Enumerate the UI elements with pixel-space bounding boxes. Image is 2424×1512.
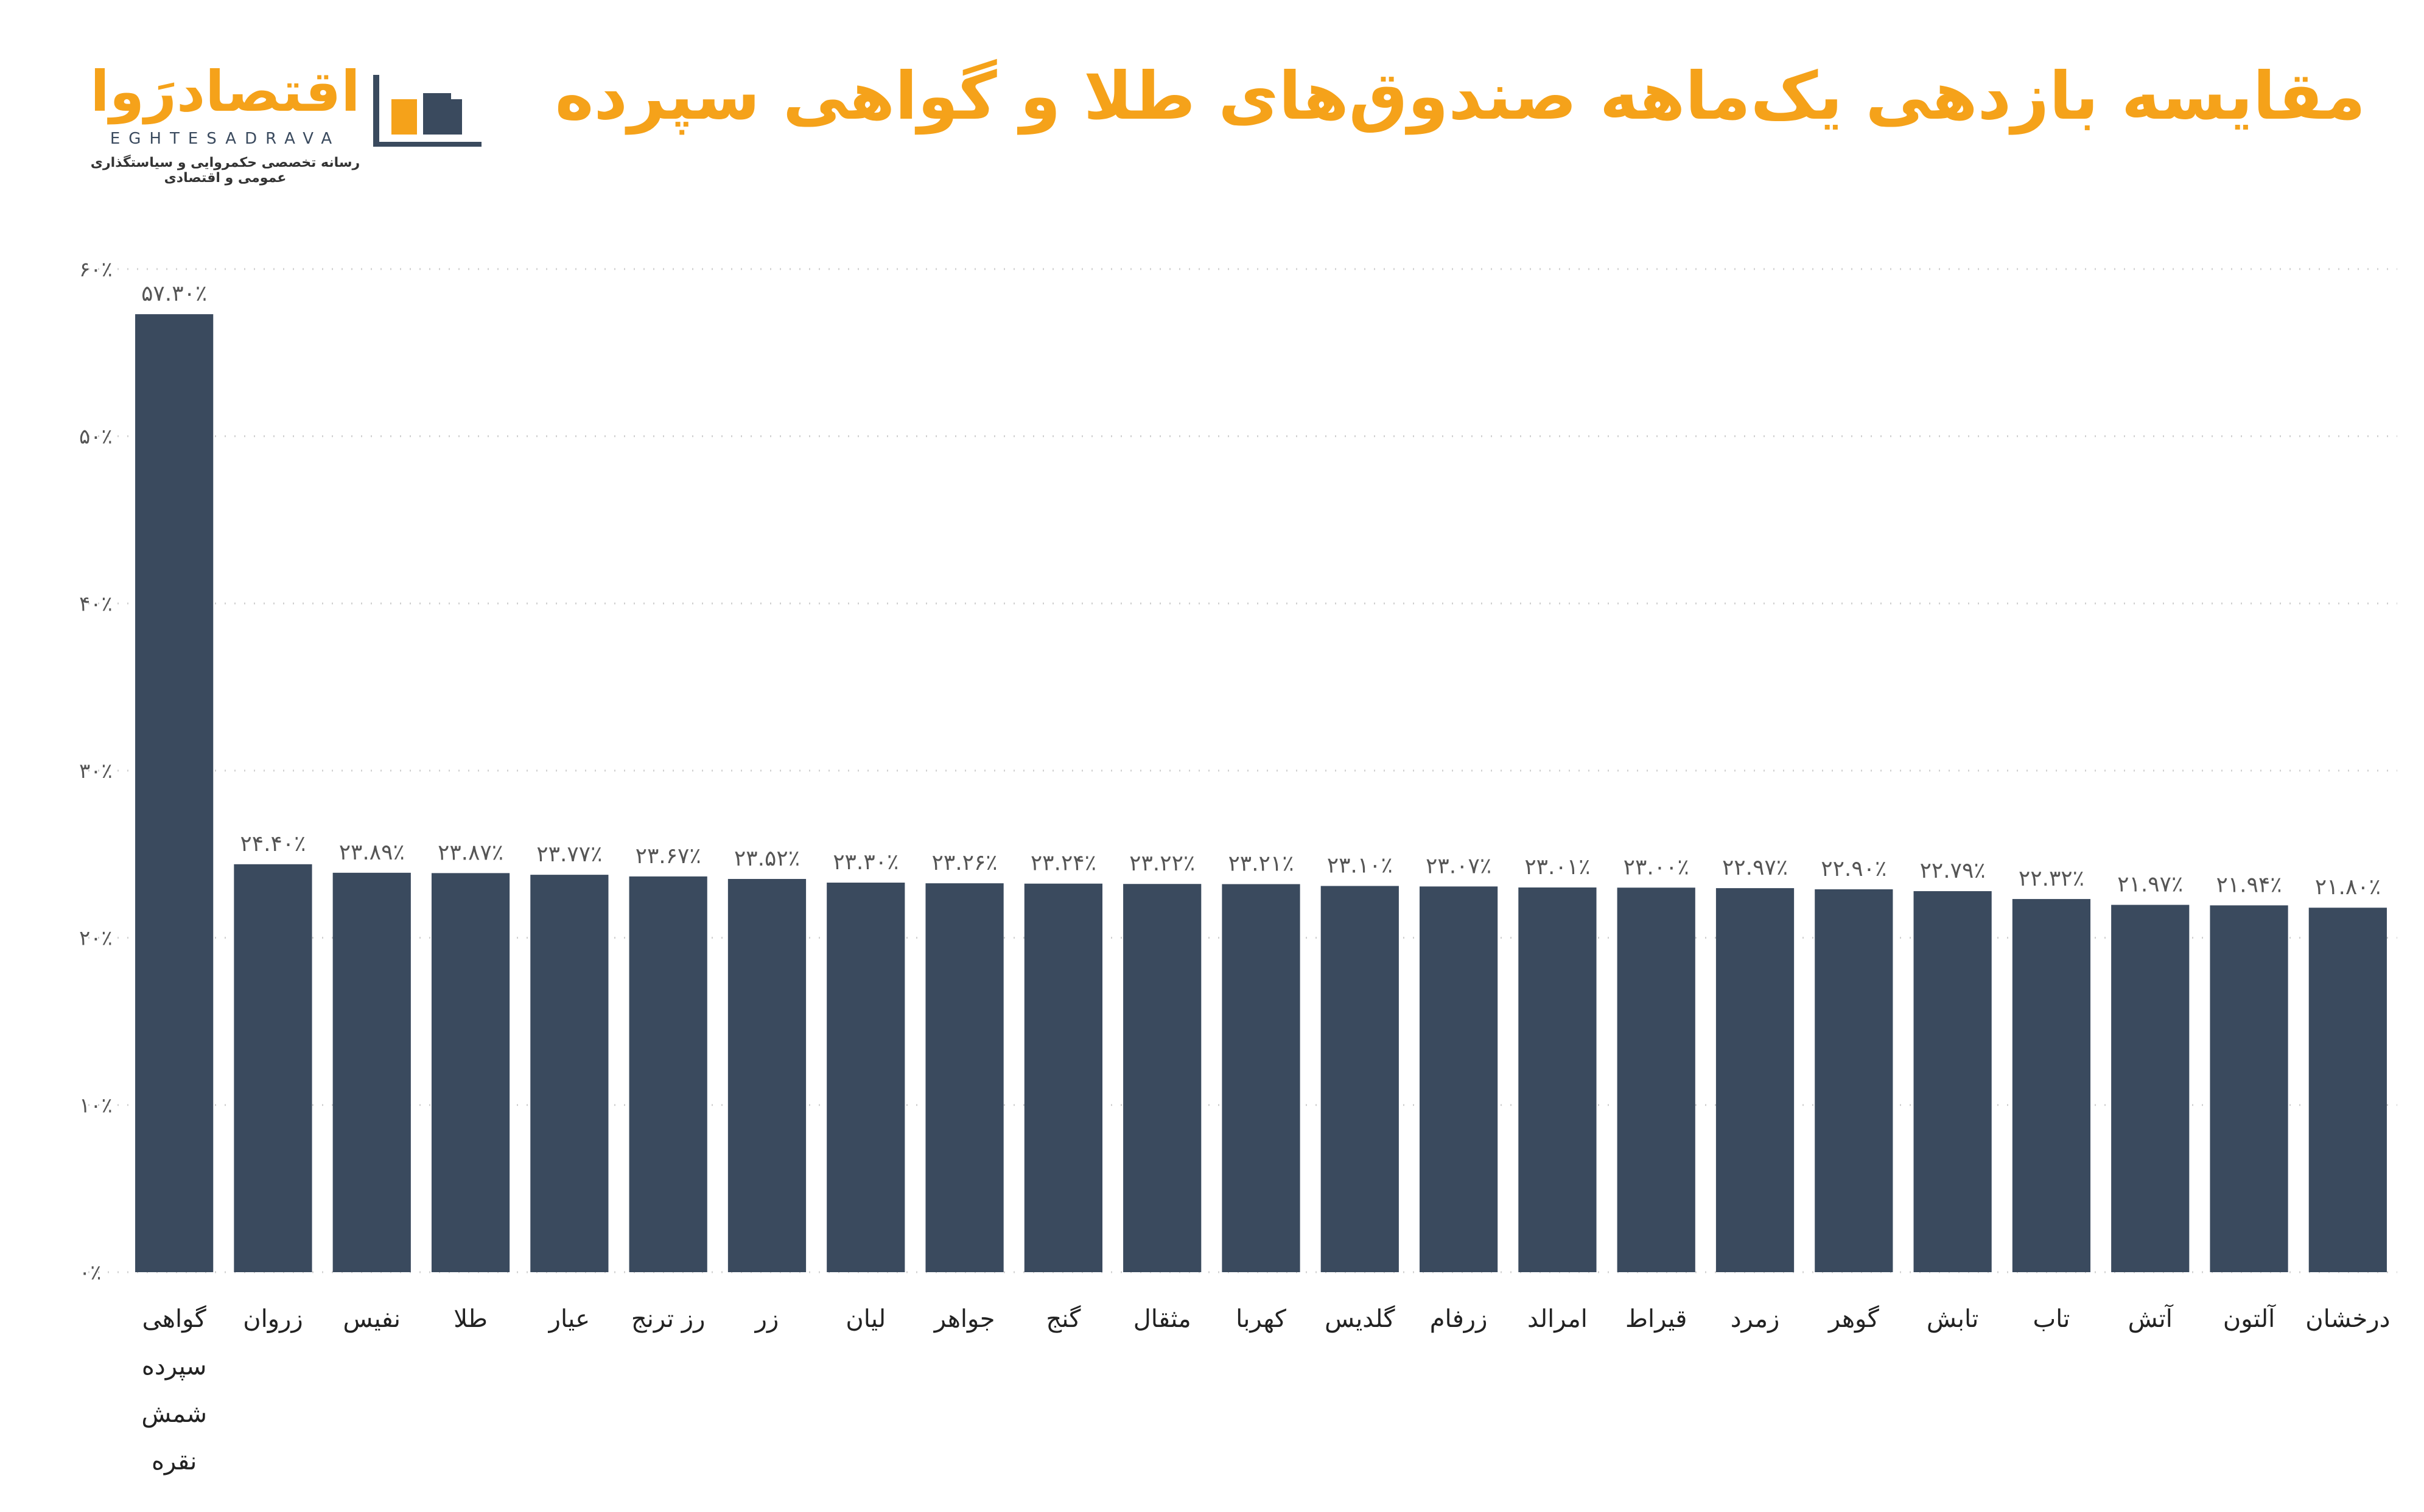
bar (1320, 886, 1399, 1272)
bar (2308, 908, 2387, 1272)
x-tick-label: رز ترنج (631, 1305, 706, 1333)
brand-logo: اقتصادرَوا EGHTESADRAVA رسانه تخصصی حکمر… (82, 59, 484, 186)
bar (1419, 886, 1498, 1272)
x-tick-label: زر (754, 1305, 779, 1333)
y-tick-label: ۰٪ (79, 1261, 102, 1285)
y-axis: ۰٪ ۱۰٪ ۲۰٪ ۳۰٪ ۴۰٪ ۵۰٪ ۶۰٪ (79, 257, 113, 1285)
x-tick-label: زرفام (1430, 1305, 1488, 1333)
x-tick-label: کهربا (1236, 1305, 1287, 1333)
x-tick-label: جواهر (933, 1305, 995, 1333)
bar (1024, 883, 1103, 1272)
data-label: ۲۲.۹۰٪ (1821, 856, 1886, 881)
x-tick-label: زمرد (1731, 1305, 1780, 1333)
x-tick-label: امرالد (1527, 1305, 1588, 1333)
x-tick-label: زروان (243, 1305, 303, 1333)
x-tick-label: قیراط (1625, 1305, 1687, 1333)
x-tick-label: گواهی (142, 1305, 207, 1333)
bar (727, 878, 807, 1272)
data-label: ۲۳.۰۱٪ (1524, 855, 1590, 880)
bars (135, 314, 2387, 1273)
y-tick-label: ۵۰٪ (79, 425, 113, 449)
bar (234, 864, 312, 1272)
y-tick-label: ۶۰٪ (79, 257, 113, 282)
x-tick-label: نفیس (343, 1305, 401, 1333)
x-tick-label: درخشان (2305, 1305, 2390, 1333)
x-tick-label: تابش (1927, 1305, 1978, 1333)
x-tick-label: طلا (454, 1305, 488, 1333)
x-tick-label: آلتون (2223, 1304, 2276, 1333)
bar (1518, 887, 1597, 1272)
data-label: ۲۳.۱۰٪ (1327, 853, 1393, 878)
x-tick-label: گلدیس (1325, 1305, 1395, 1333)
x-axis: گواهی سپرده شمش نقره زروان نفیس طلا عیار رز ترنج… (141, 1304, 2390, 1475)
data-label: ۲۴.۴۰٪ (240, 831, 306, 856)
x-tick-label: شمش (141, 1400, 207, 1428)
chart-title: مقایسه بازدهی یک‌ماهه صندوق‌های طلا و گو… (555, 58, 2366, 135)
data-label: ۵۷.۳۰٪ (141, 281, 207, 306)
bar (1617, 887, 1695, 1272)
data-label: ۲۲.۳۲٪ (2019, 866, 2084, 891)
bar (1222, 884, 1300, 1272)
data-label: ۲۱.۸۰٪ (2315, 875, 2381, 900)
bar (925, 883, 1004, 1272)
data-label: ۲۳.۳۰٪ (833, 850, 898, 875)
data-label: ۲۳.۲۱٪ (1228, 851, 1294, 876)
bar (629, 876, 707, 1272)
logo-name: اقتصادرَوا (90, 59, 360, 124)
x-tick-label: مثقال (1133, 1305, 1191, 1333)
bar (827, 883, 905, 1272)
data-label: ۲۳.۰۰٪ (1624, 855, 1689, 880)
data-label: ۲۳.۲۴٪ (1031, 851, 1096, 876)
value-labels: ۵۷.۳۰٪ ۲۴.۴۰٪ ۲۳.۸۹٪ ۲۳.۸۷٪ ۲۳.۷۷٪ ۲۳.۶۷٪ ۲۳.۵… (141, 281, 2381, 900)
x-tick-label: سپرده (142, 1353, 206, 1381)
x-tick-label: عیار (548, 1305, 590, 1333)
data-label: ۲۱.۹۴٪ (2216, 872, 2282, 897)
y-tick-label: ۳۰٪ (79, 759, 113, 783)
x-tick-label: تاب (2033, 1305, 2070, 1333)
bar (135, 314, 214, 1273)
data-label: ۲۱.۹۷٪ (2117, 872, 2183, 897)
data-label: ۲۳.۸۹٪ (339, 840, 405, 865)
data-label: ۲۲.۹۷٪ (1722, 855, 1788, 880)
bar (2210, 905, 2288, 1272)
x-tick-label: آتش (2128, 1304, 2174, 1333)
data-label: ۲۳.۲۶٪ (932, 850, 998, 875)
data-label: ۲۳.۷۷٪ (536, 842, 602, 867)
bar (431, 873, 510, 1272)
data-label: ۲۳.۲۲٪ (1129, 851, 1195, 876)
x-tick-label: نقره (152, 1447, 197, 1475)
data-label: ۲۳.۸۷٪ (438, 840, 503, 865)
y-tick-label: ۱۰٪ (79, 1093, 113, 1118)
y-tick-label: ۲۰٪ (79, 926, 113, 951)
data-label: ۲۳.۰۷٪ (1426, 853, 1491, 878)
logo-tagline: رسانه تخصصی حکمروایی و سیاستگذاری عمومی … (90, 155, 360, 186)
x-tick-label: گنج (1046, 1305, 1081, 1333)
bar (2111, 905, 2190, 1272)
data-label: ۲۳.۵۲٪ (734, 846, 800, 871)
bar (530, 875, 609, 1272)
data-label: ۲۳.۶۷٪ (636, 844, 701, 869)
bar (1815, 889, 1893, 1272)
y-tick-label: ۴۰٪ (79, 592, 113, 616)
bar (1123, 884, 1202, 1272)
x-tick-label: لیان (846, 1305, 886, 1333)
data-label: ۲۲.۷۹٪ (1920, 858, 1986, 883)
bar (2012, 898, 2091, 1272)
bar (1913, 891, 1992, 1272)
x-tick-label: گوهر (1827, 1305, 1880, 1333)
logo-latin-name: EGHTESADRAVA (110, 130, 341, 148)
bar (332, 872, 411, 1272)
bar (1715, 888, 1795, 1272)
logo-mark-icon (373, 75, 482, 147)
